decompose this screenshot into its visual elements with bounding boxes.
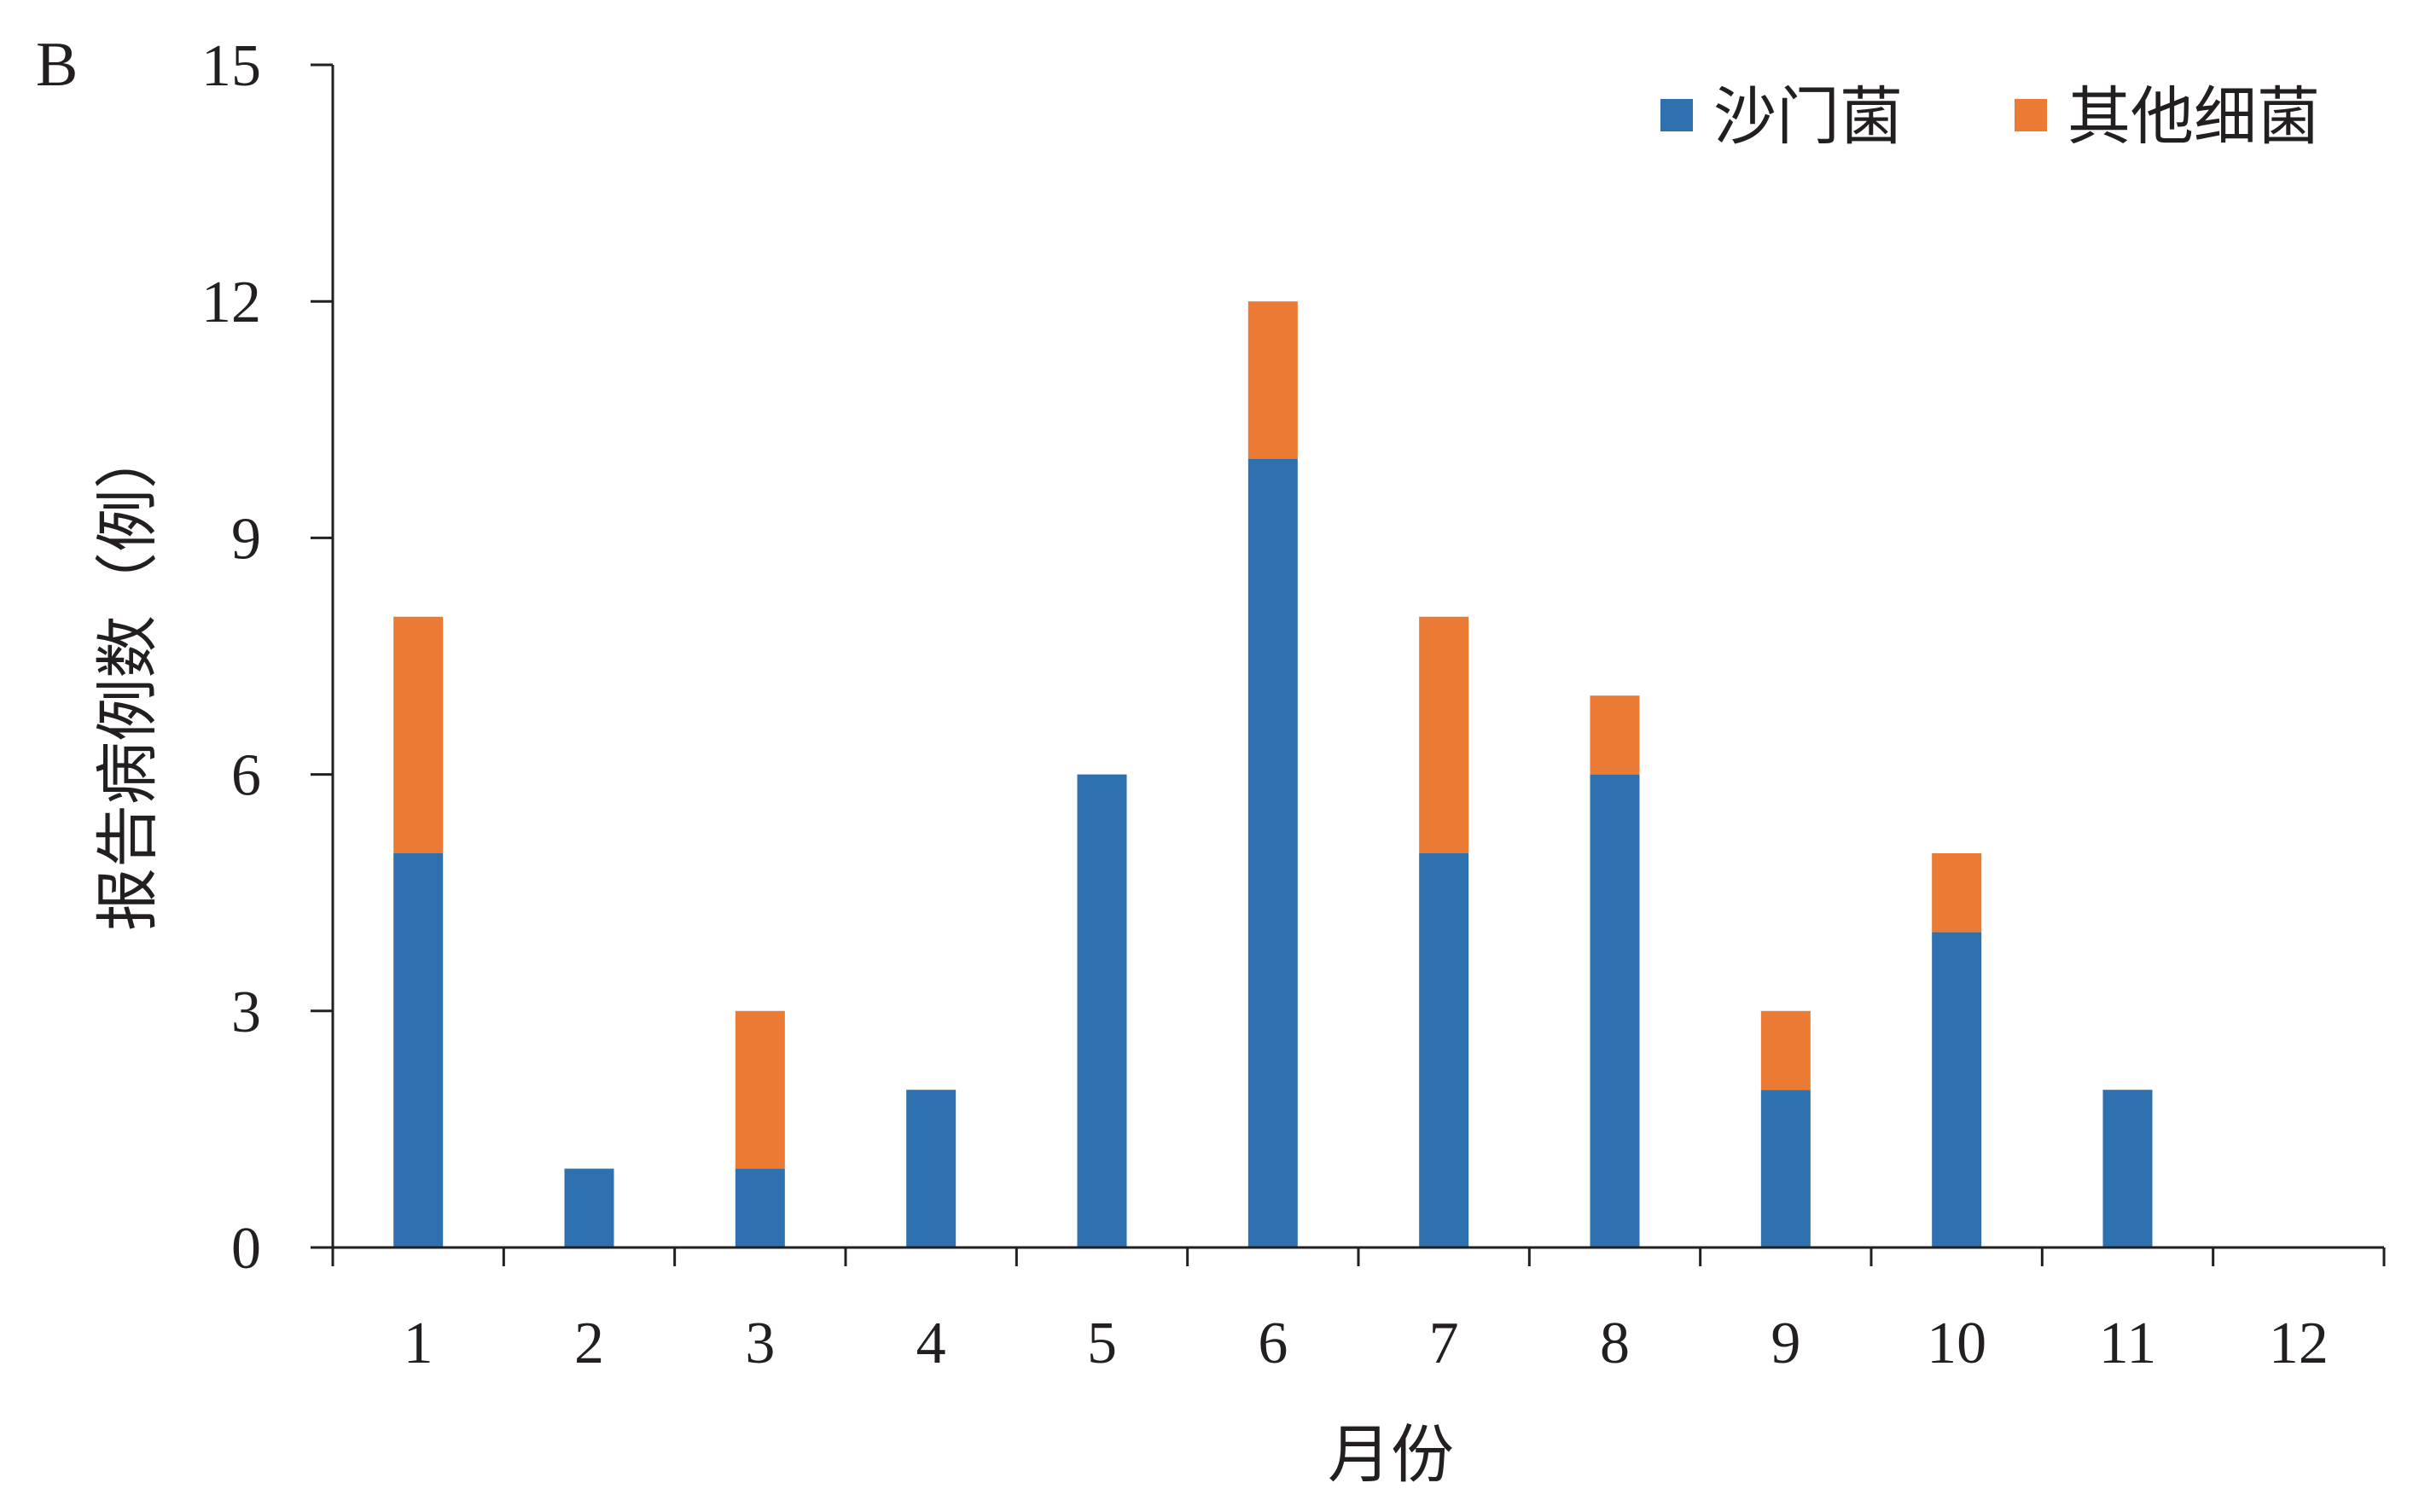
bars-layer (393, 301, 2153, 1247)
bar-series1-month-3 (735, 1168, 785, 1247)
bar-series2-month-10 (1932, 853, 1982, 933)
legend-swatch (2015, 99, 2047, 131)
bar-series2-month-7 (1419, 616, 1469, 853)
y-tick-label: 9 (231, 506, 261, 572)
bar-series1-month-2 (564, 1168, 614, 1247)
x-tick-label: 3 (745, 1311, 775, 1376)
x-tick-label: 1 (404, 1311, 433, 1376)
legend-label: 其他细菌 (2067, 83, 2320, 153)
x-tick-label: 11 (2099, 1311, 2156, 1376)
y-tick-label: 6 (231, 743, 261, 809)
y-ticks-layer: 0 3 6 9 12 15 (201, 33, 333, 1282)
x-tick-label: 12 (2269, 1311, 2329, 1376)
x-tick-label: 6 (1258, 1311, 1288, 1376)
bar-series2-month-8 (1590, 695, 1640, 775)
bar-series2-month-1 (393, 616, 444, 853)
bar-series1-month-6 (1247, 459, 1298, 1247)
x-tick-label: 4 (916, 1311, 946, 1376)
legend: 沙门菌 其他细菌 (1660, 83, 2320, 153)
x-tick-label: 9 (1771, 1311, 1800, 1376)
bar-series2-month-6 (1247, 301, 1298, 459)
x-ticks-layer: 1 2 3 4 5 6 7 8 9 10 11 12 (331, 1247, 2386, 1376)
bar-series1-month-9 (1760, 1090, 1811, 1247)
bar-series1-month-4 (906, 1090, 957, 1247)
x-tick-label: 7 (1429, 1311, 1459, 1376)
y-tick-label: 15 (201, 33, 261, 99)
x-tick-label: 5 (1087, 1311, 1117, 1376)
bar-series1-month-7 (1419, 853, 1469, 1247)
bar-series1-month-10 (1932, 932, 1982, 1247)
bar-series1-month-11 (2102, 1090, 2153, 1247)
y-tick-label: 12 (201, 270, 261, 335)
y-tick-label: 3 (231, 980, 261, 1045)
x-tick-label: 8 (1600, 1311, 1630, 1376)
x-tick-label: 10 (1927, 1311, 1986, 1376)
bar-series2-month-3 (735, 1010, 785, 1169)
x-tick-label: 2 (574, 1311, 604, 1376)
panel-label: B (36, 30, 78, 100)
bar-series1-month-1 (393, 853, 444, 1247)
y-axis-title: 报告病例数（例） (94, 426, 164, 931)
bar-series1-month-8 (1590, 774, 1640, 1247)
x-axis-title: 月份 (1328, 1421, 1454, 1491)
legend-label: 沙门菌 (1713, 83, 1903, 153)
bar-series1-month-5 (1077, 774, 1127, 1247)
bar-series2-month-9 (1760, 1010, 1811, 1090)
legend-swatch (1660, 99, 1693, 131)
y-tick-label: 0 (231, 1216, 261, 1282)
